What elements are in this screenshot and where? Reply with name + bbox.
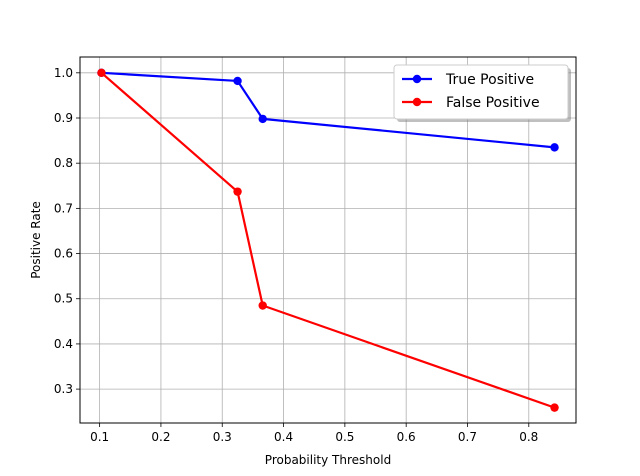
legend-label: False Positive — [446, 95, 540, 111]
y-tick-label: 0.3 — [54, 382, 73, 396]
data-point — [233, 76, 242, 86]
y-tick-label: 0.6 — [54, 247, 73, 261]
x-tick-label: 0.2 — [151, 430, 170, 444]
legend: True Positive False Positive — [393, 64, 571, 122]
y-tick-label: 1.0 — [54, 66, 73, 80]
series-2 — [97, 68, 559, 412]
series-line — [100, 71, 555, 409]
y-tick-label: 0.8 — [54, 156, 73, 170]
y-tick-label: 0.9 — [54, 111, 73, 125]
x-tick-label: 0.6 — [397, 430, 416, 444]
axis-ticks: 0.1 0.2 0.3 0.4 0.5 0.6 0.7 0.8 0.3 0.4 0.5 0.6 0.7 0… — [54, 66, 538, 444]
y-tick-label: 0.5 — [54, 292, 73, 306]
series-layer — [97, 68, 559, 412]
x-axis-label: Probability Threshold — [265, 453, 391, 467]
legend-label: True Positive — [445, 72, 534, 88]
plot-frame — [79, 56, 577, 424]
legend-marker — [412, 97, 422, 107]
y-axis-label: Positive Rate — [29, 201, 43, 279]
data-point — [258, 301, 267, 310]
x-tick-label: 0.3 — [213, 430, 232, 444]
y-tick-label: 0.4 — [54, 337, 73, 351]
data-point — [550, 143, 559, 152]
data-point — [258, 114, 267, 124]
data-point — [97, 68, 106, 78]
legend-frame — [393, 64, 569, 120]
x-tick-label: 0.4 — [274, 430, 293, 444]
x-tick-label: 0.8 — [519, 430, 538, 444]
legend-marker — [412, 74, 422, 84]
x-tick-label: 0.7 — [458, 430, 477, 444]
x-tick-label: 0.5 — [335, 430, 354, 444]
data-point — [233, 187, 242, 196]
x-tick-label: 0.1 — [90, 430, 109, 444]
series-line — [101, 71, 555, 149]
y-tick-label: 0.7 — [54, 201, 73, 215]
data-point — [550, 403, 559, 412]
